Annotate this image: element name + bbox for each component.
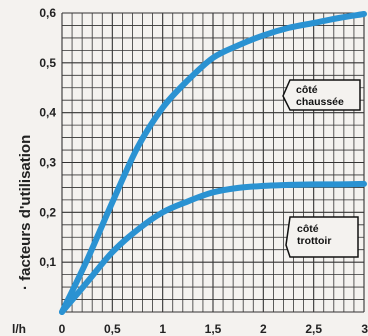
x-tick-label: 0,5 <box>104 322 121 336</box>
legend-label-chaussee-line2: chaussée <box>296 96 344 108</box>
series-line-trottoir <box>59 180 367 315</box>
x-axis: 0 0,5 1 1,5 2 2,5 3 <box>59 322 368 336</box>
x-tick-label: 1 <box>159 322 166 336</box>
y-tick-label: 0,4 <box>39 106 56 120</box>
x-tick-label: 3 <box>361 322 368 336</box>
legend-box-chaussee: côté chaussée <box>282 79 361 111</box>
x-tick-label: 0 <box>59 322 66 336</box>
x-tick-label: 2,5 <box>305 322 322 336</box>
y-axis: 0,1 0,2 0,3 0,4 0,5 0,6 <box>39 6 56 269</box>
y-axis-label: · facteurs d'utilisation <box>17 135 34 290</box>
legend-label-trottoir-line2: trottoir <box>297 235 331 247</box>
y-tick-label: 0,5 <box>39 56 56 70</box>
y-tick-label: 0,6 <box>39 6 56 20</box>
y-tick-label: 0,1 <box>39 255 56 269</box>
y-tick-label: 0,3 <box>39 156 56 170</box>
y-tick-label: 0,2 <box>39 205 56 219</box>
series-line-chaussee <box>59 11 367 315</box>
x-axis-label: l/h <box>12 322 26 336</box>
x-tick-label: 2 <box>260 322 267 336</box>
legend-box-trottoir: côté trottoir <box>285 216 359 258</box>
legend-label-chaussee-line1: côté <box>296 84 318 96</box>
x-tick-label: 1,5 <box>205 322 222 336</box>
series-lines <box>59 11 367 315</box>
legend-label-trottoir-line1: côté <box>297 223 319 235</box>
